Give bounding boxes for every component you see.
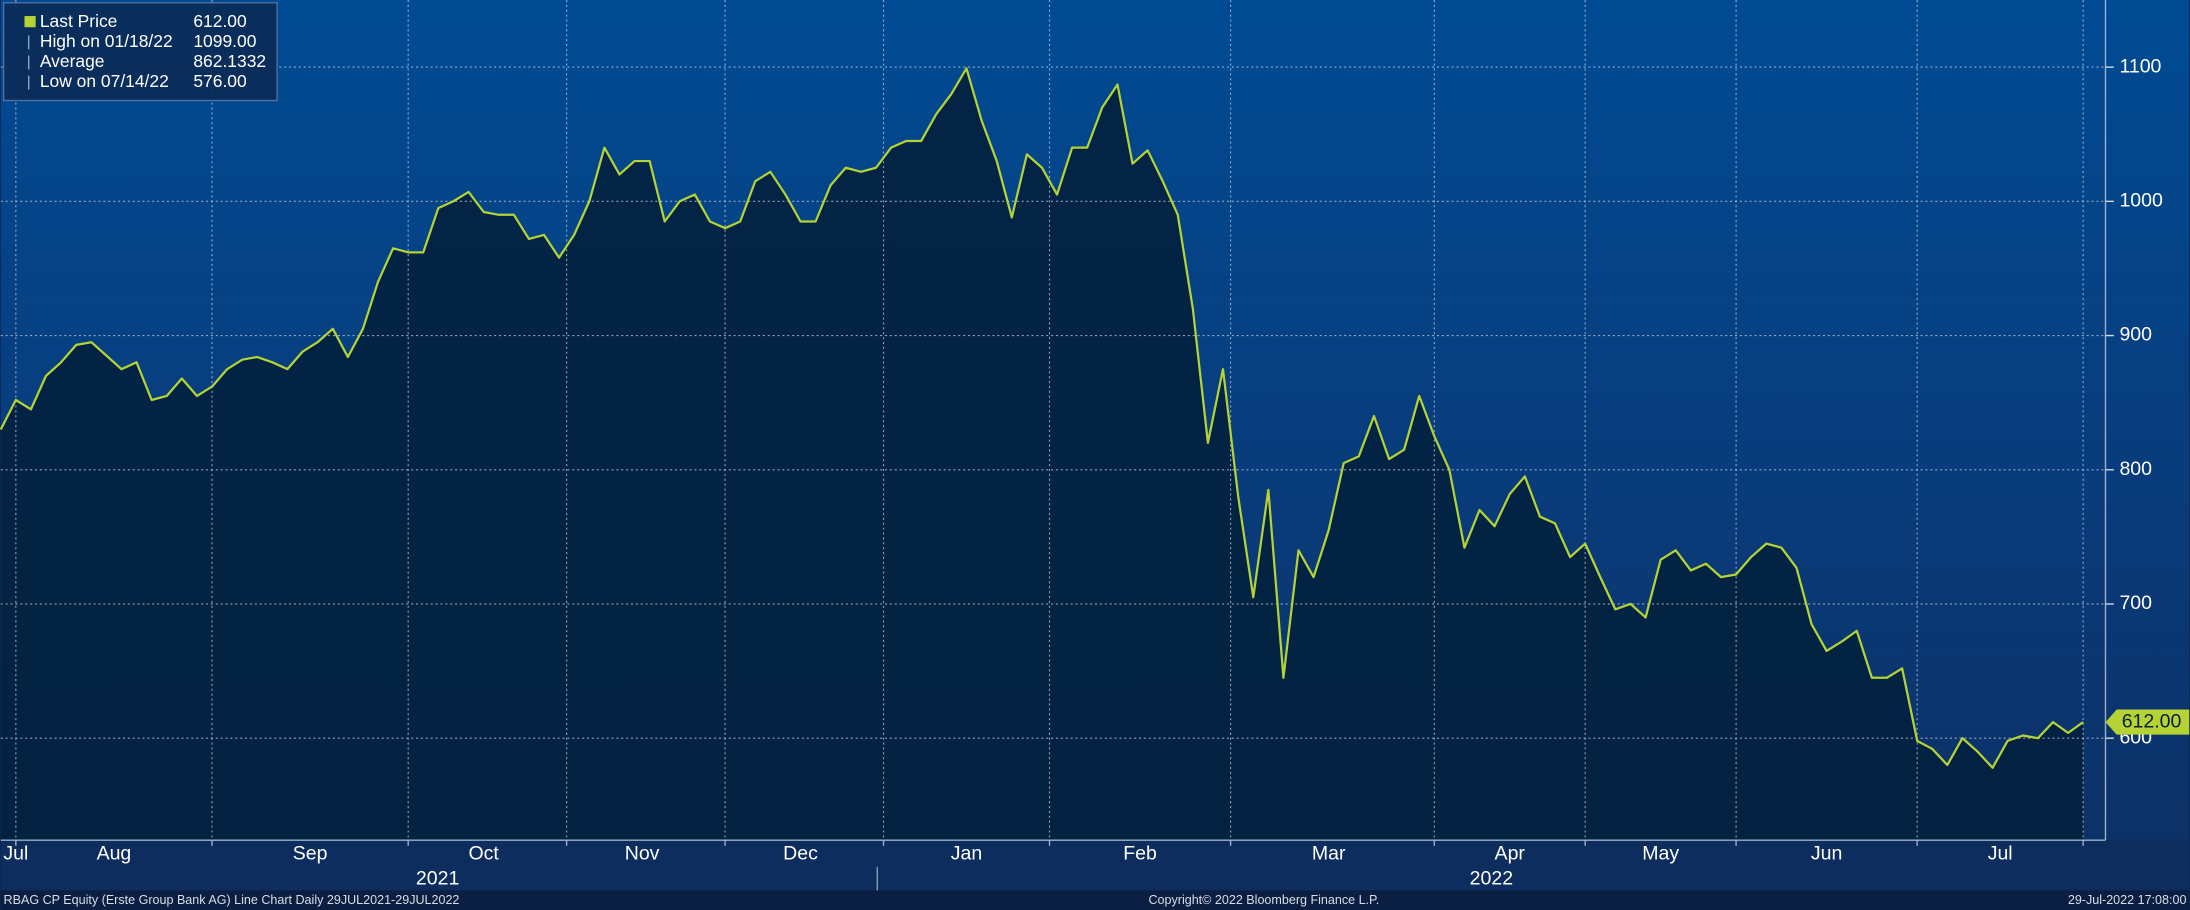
x-tick-label: Mar [1312, 842, 1346, 864]
x-tick-label: Jun [1811, 842, 1842, 864]
legend: Last Price 612.00 High on 01/18/22 1099.00 A… [2, 2, 278, 102]
footer-left: RBAG CP Equity (Erste Group Bank AG) Lin… [4, 893, 460, 907]
x-axis-band [0, 840, 2190, 891]
legend-label: Average [40, 51, 105, 71]
footer-center: Copyright© 2022 Bloomberg Finance L.P. [1148, 893, 1379, 907]
x-tick-label: Nov [625, 842, 660, 864]
legend-label: Low on 07/14/22 [40, 71, 169, 91]
legend-value: 862.1332 [193, 51, 266, 71]
y-tick-label: 800 [2119, 458, 2152, 480]
plot-area [0, 0, 2106, 841]
legend-value: 612.00 [193, 11, 247, 31]
x-tick-label: Jul [3, 842, 28, 864]
x-tick-label: Dec [783, 842, 818, 864]
legend-label: High on 01/18/22 [40, 31, 173, 51]
last-price-label: 612.00 [2122, 710, 2182, 732]
y-tick-label: 700 [2119, 592, 2152, 614]
x-tick-label: Feb [1123, 842, 1157, 864]
legend-swatch [24, 16, 36, 28]
x-tick-label: May [1642, 842, 1679, 864]
footer-right: 29-Jul-2022 17:08:00 [2068, 893, 2187, 907]
x-tick-label: Aug [97, 842, 132, 864]
legend-box [2, 2, 278, 102]
footer-band [0, 890, 2190, 910]
legend-value: 1099.00 [193, 31, 256, 51]
legend-label: Last Price [40, 11, 118, 31]
year-label: 2022 [1470, 867, 1513, 889]
area [0, 68, 2084, 841]
y-tick-label: 1100 [2119, 55, 2161, 77]
year-label: 2021 [416, 867, 459, 889]
x-tick-label: Jul [1988, 842, 2013, 864]
x-tick-label: Oct [468, 842, 499, 864]
y-tick-label: 900 [2119, 324, 2152, 346]
y-tick-label: 1000 [2119, 189, 2163, 211]
x-tick-label: Apr [1495, 842, 1526, 864]
legend-value: 576.00 [193, 71, 247, 91]
x-tick-label: Sep [293, 842, 328, 864]
last-price-tag [2105, 709, 2190, 735]
x-tick-label: Jan [951, 842, 982, 864]
price-line [0, 67, 2084, 769]
